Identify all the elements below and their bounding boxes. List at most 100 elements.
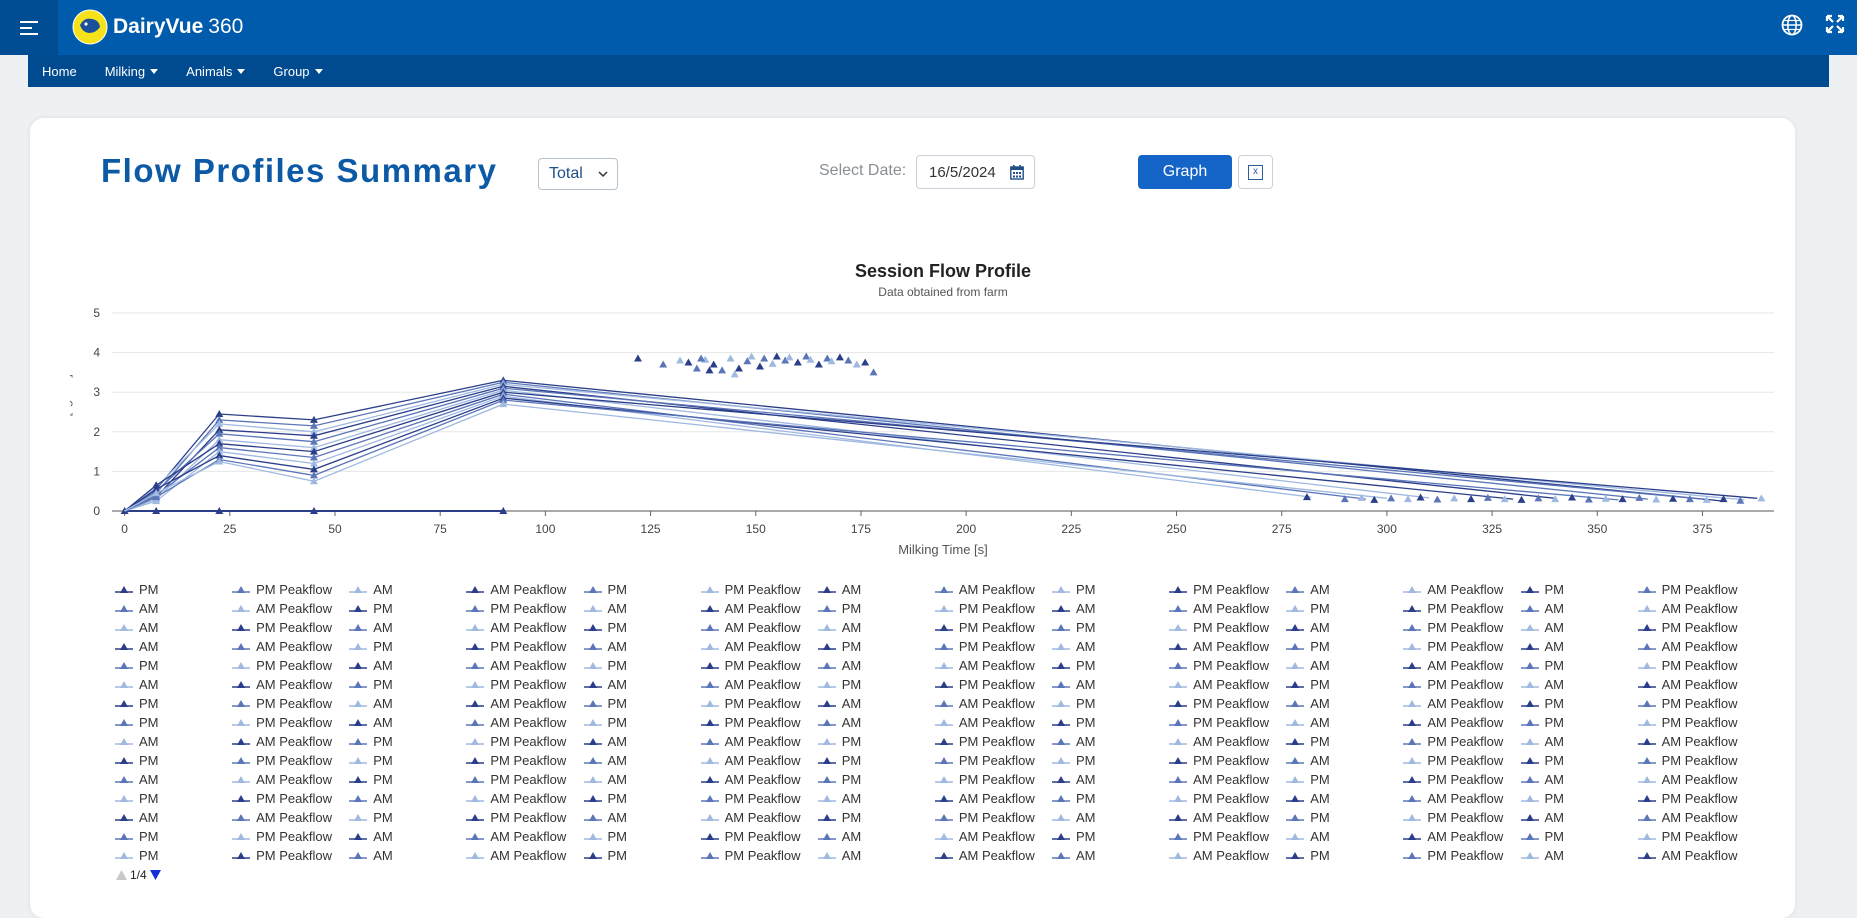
legend-item[interactable]: AM Peakflow <box>700 751 818 770</box>
legend-item[interactable]: PM Peakflow <box>1403 599 1520 618</box>
legend-item[interactable]: AM Peakflow <box>700 618 818 637</box>
legend-item[interactable]: AM Peakflow <box>1403 580 1520 599</box>
legend-item[interactable]: PM <box>115 846 232 865</box>
legend-item[interactable]: PM <box>115 713 232 732</box>
legend-item[interactable]: AM <box>1520 637 1638 656</box>
legend-item[interactable]: PM <box>1286 599 1403 618</box>
date-input[interactable]: 16/5/2024 <box>916 155 1035 189</box>
legend-item[interactable]: AM <box>115 618 232 637</box>
mode-select[interactable]: Total <box>538 158 618 190</box>
legend-item[interactable]: PM Peakflow <box>1637 694 1755 713</box>
legend-item[interactable]: PM Peakflow <box>700 827 818 846</box>
legend-item[interactable]: AM <box>1520 846 1638 865</box>
legend-item[interactable]: PM Peakflow <box>1403 637 1520 656</box>
legend-item[interactable]: AM <box>349 618 466 637</box>
legend-item[interactable]: AM Peakflow <box>700 808 818 827</box>
legend-item[interactable]: AM <box>1286 713 1403 732</box>
legend-item[interactable]: AM Peakflow <box>1637 675 1755 694</box>
legend-item[interactable]: AM <box>115 732 232 751</box>
legend-item[interactable]: PM Peakflow <box>700 694 818 713</box>
legend-item[interactable]: PM <box>1520 751 1638 770</box>
legend-item[interactable]: AM <box>817 789 935 808</box>
legend-item[interactable]: AM <box>583 675 701 694</box>
legend-item[interactable]: PM Peakflow <box>1169 694 1286 713</box>
legend-item[interactable]: PM <box>115 694 232 713</box>
legend-item[interactable]: PM <box>1052 580 1169 599</box>
legend-item[interactable]: PM Peakflow <box>934 675 1052 694</box>
legend-item[interactable]: PM <box>817 808 935 827</box>
legend-item[interactable]: AM Peakflow <box>1169 637 1286 656</box>
legend-item[interactable]: AM Peakflow <box>934 827 1052 846</box>
legend-item[interactable]: AM Peakflow <box>700 599 818 618</box>
legend-item[interactable]: PM Peakflow <box>1169 827 1286 846</box>
legend-item[interactable]: PM <box>1052 713 1169 732</box>
legend-item[interactable]: AM Peakflow <box>934 846 1052 865</box>
legend-item[interactable]: AM Peakflow <box>232 808 349 827</box>
legend-item[interactable]: PM <box>349 732 466 751</box>
legend-item[interactable]: PM Peakflow <box>1403 675 1520 694</box>
legend-item[interactable]: AM Peakflow <box>700 770 818 789</box>
legend-item[interactable]: PM <box>1052 789 1169 808</box>
legend-item[interactable]: AM <box>1052 637 1169 656</box>
graph-button[interactable]: Graph <box>1138 155 1232 189</box>
legend-item[interactable]: PM Peakflow <box>466 637 583 656</box>
legend-item[interactable]: PM <box>817 599 935 618</box>
legend-item[interactable]: PM Peakflow <box>1637 713 1755 732</box>
legend-item[interactable]: PM <box>1286 770 1403 789</box>
app-logo[interactable]: DairyVue 360 <box>72 7 243 47</box>
legend-item[interactable]: AM <box>817 618 935 637</box>
legend-item[interactable]: PM <box>1286 846 1403 865</box>
legend-item[interactable]: PM Peakflow <box>1403 846 1520 865</box>
legend-item[interactable]: AM Peakflow <box>1403 827 1520 846</box>
legend-item[interactable]: PM <box>1052 618 1169 637</box>
legend-item[interactable]: PM Peakflow <box>466 732 583 751</box>
legend-item[interactable]: PM <box>115 580 232 599</box>
legend-item[interactable]: PM Peakflow <box>466 675 583 694</box>
legend-item[interactable]: AM Peakflow <box>1637 599 1755 618</box>
legend-item[interactable]: AM Peakflow <box>466 656 583 675</box>
legend-item[interactable]: PM <box>349 770 466 789</box>
legend-item[interactable]: AM <box>583 637 701 656</box>
legend-item[interactable]: PM <box>1052 827 1169 846</box>
legend-item[interactable]: AM Peakflow <box>232 637 349 656</box>
export-excel-button[interactable]: x <box>1238 155 1273 189</box>
legend-item[interactable]: AM <box>817 694 935 713</box>
legend-item[interactable]: PM <box>1286 732 1403 751</box>
legend-item[interactable]: AM <box>349 580 466 599</box>
legend-item[interactable]: PM <box>1052 656 1169 675</box>
legend-item[interactable]: PM Peakflow <box>1169 751 1286 770</box>
legend-item[interactable]: PM Peakflow <box>1637 656 1755 675</box>
legend-item[interactable]: AM <box>1286 618 1403 637</box>
legend-item[interactable]: PM <box>583 846 701 865</box>
legend-item[interactable]: PM <box>349 637 466 656</box>
nav-milking[interactable]: Milking <box>91 64 172 79</box>
legend-item[interactable]: PM <box>817 732 935 751</box>
legend-item[interactable]: AM Peakflow <box>934 713 1052 732</box>
legend-item[interactable]: AM <box>1520 808 1638 827</box>
legend-item[interactable]: AM Peakflow <box>466 618 583 637</box>
legend-item[interactable]: AM <box>817 713 935 732</box>
legend-item[interactable]: PM Peakflow <box>1403 751 1520 770</box>
legend-item[interactable]: AM <box>1520 770 1638 789</box>
legend-item[interactable]: PM <box>115 751 232 770</box>
legend-item[interactable]: AM Peakflow <box>1403 656 1520 675</box>
legend-item[interactable]: AM Peakflow <box>1403 713 1520 732</box>
legend-item[interactable]: AM Peakflow <box>1169 732 1286 751</box>
legend-item[interactable]: AM <box>1286 580 1403 599</box>
legend-item[interactable]: PM Peakflow <box>934 618 1052 637</box>
legend-item[interactable]: PM Peakflow <box>1637 827 1755 846</box>
legend-item[interactable]: AM Peakflow <box>1169 675 1286 694</box>
legend-item[interactable]: AM <box>349 656 466 675</box>
legend-item[interactable]: AM <box>1520 599 1638 618</box>
legend-item[interactable]: AM <box>1286 789 1403 808</box>
legend-item[interactable]: PM Peakflow <box>232 580 349 599</box>
legend-item[interactable]: PM <box>583 827 701 846</box>
legend-item[interactable]: PM Peakflow <box>1169 789 1286 808</box>
legend-item[interactable]: AM <box>1520 732 1638 751</box>
legend-item[interactable]: PM <box>115 789 232 808</box>
legend-item[interactable]: AM Peakflow <box>1403 789 1520 808</box>
legend-item[interactable]: AM <box>583 808 701 827</box>
legend-item[interactable]: AM <box>583 599 701 618</box>
legend-item[interactable]: PM <box>1520 656 1638 675</box>
legend-item[interactable]: PM Peakflow <box>232 789 349 808</box>
